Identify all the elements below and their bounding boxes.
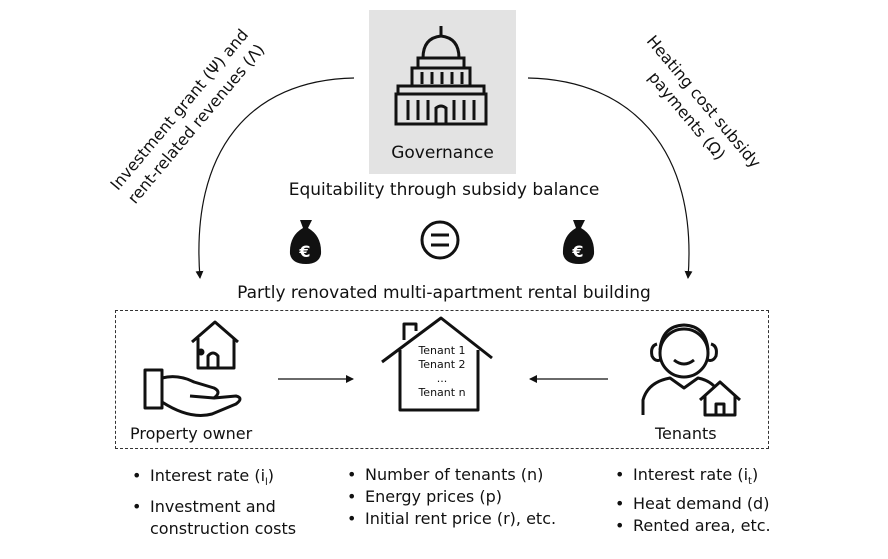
building-system-box <box>115 310 769 449</box>
tenant-list-item: Tenant 1 <box>418 344 466 357</box>
property-owner-label: Property owner <box>130 424 253 443</box>
owner-parameters: Interest rate (il) Investment andconstru… <box>128 465 338 542</box>
tenant-list-item: Tenant n <box>418 386 466 399</box>
left-flow-arrow <box>195 77 355 279</box>
svg-text:€: € <box>571 242 583 261</box>
list-item: Interest rate (il) <box>128 465 338 494</box>
hand-house-icon <box>143 320 242 417</box>
tenants-label: Tenants <box>655 424 717 443</box>
money-bag-euro-icon: € <box>562 220 595 264</box>
tenant-list-item: ... <box>436 372 448 385</box>
governance-label: Governance <box>391 143 494 163</box>
list-item: Interest rate (it) <box>611 465 811 492</box>
capitol-icon <box>394 26 488 126</box>
building-title: Partly renovated multi-apartment rental … <box>237 283 651 303</box>
list-item: Rented area, etc. <box>611 516 811 536</box>
building-parameters: Number of tenants (n) Energy prices (p) … <box>343 465 603 531</box>
tenant-parameters: Interest rate (it) Heat demand (d) Rente… <box>611 465 811 538</box>
list-item: Energy prices (p) <box>343 487 603 507</box>
list-item: Initial rent price (r), etc. <box>343 509 603 529</box>
list-item: Number of tenants (n) <box>343 465 603 485</box>
svg-text:€: € <box>298 242 310 261</box>
subsidy-balance-title: Equitability through subsidy balance <box>288 180 600 200</box>
house-icon <box>381 316 493 412</box>
list-item: Heat demand (d) <box>611 494 811 514</box>
right-flow-arrow <box>527 77 693 279</box>
tenant-person-icon <box>641 323 742 417</box>
tenant-list: Tenant 1 Tenant 2 ... Tenant n <box>392 344 492 400</box>
money-bag-euro-icon: € <box>289 220 322 264</box>
tenant-list-item: Tenant 2 <box>418 358 466 371</box>
equals-icon <box>420 220 460 260</box>
